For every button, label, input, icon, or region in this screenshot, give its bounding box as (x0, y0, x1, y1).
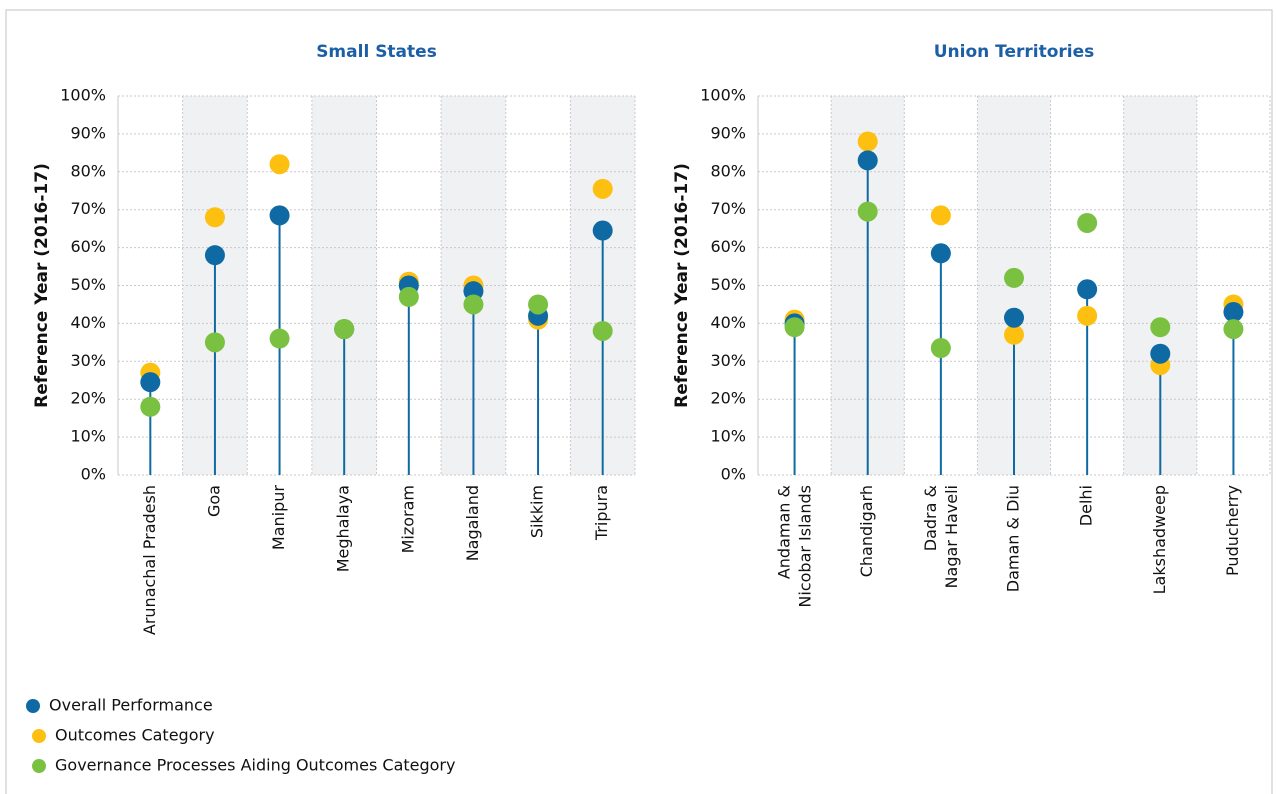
dot (528, 294, 549, 315)
dot (269, 328, 290, 349)
y-tick-label: 80% (70, 161, 106, 180)
dot (1077, 279, 1098, 300)
dot (1004, 267, 1024, 288)
y-tick-label: 30% (710, 351, 746, 370)
x-tick-label: Dadra & Nagar Haveli (920, 485, 960, 588)
y-tick-label: 30% (70, 351, 106, 370)
dot (204, 207, 225, 228)
dot (1004, 307, 1024, 328)
dot (1150, 317, 1171, 338)
y-tick-label: 0% (721, 465, 746, 484)
y-tick-label: 20% (70, 389, 106, 408)
x-tick-label: Daman & Diu (1004, 485, 1023, 592)
dot (857, 131, 878, 152)
legend-label: Governance Processes Aiding Outcomes Cat… (55, 756, 455, 775)
y-tick-label: 50% (710, 275, 746, 294)
x-tick-label: Manipur (269, 485, 288, 550)
x-tick-line: Dadra & (920, 485, 939, 551)
dot (204, 245, 225, 266)
dot (784, 317, 805, 338)
dot (857, 201, 878, 222)
x-tick-label: Lakshadweep (1150, 485, 1169, 594)
dot (204, 332, 225, 353)
y-tick-label: 100% (60, 86, 106, 105)
x-tick-label: Arunachal Pradesh (140, 485, 159, 635)
y-tick-label: 20% (710, 389, 746, 408)
y-tick-label: 90% (70, 123, 106, 142)
y-axis-label: Reference Year (2016-17) (32, 163, 52, 408)
dot (930, 243, 951, 264)
dot (1077, 212, 1098, 233)
x-tick-label: Meghalaya (334, 485, 353, 572)
dot (930, 338, 951, 359)
dot (857, 150, 878, 171)
x-tick-label: Tripura (592, 485, 611, 541)
dot (592, 320, 613, 341)
y-tick-label: 70% (710, 199, 746, 218)
dot (1223, 319, 1244, 340)
y-tick-label: 40% (710, 313, 746, 332)
chart-title: Small States (316, 42, 437, 62)
y-tick-label: 50% (70, 275, 106, 294)
dot (592, 178, 613, 199)
dot (592, 220, 613, 241)
legend-marker (32, 729, 46, 743)
dot (140, 372, 161, 393)
x-tick-label: Chandigarh (857, 485, 876, 577)
dot (269, 205, 290, 226)
y-tick-label: 80% (710, 161, 746, 180)
legend-marker (26, 699, 40, 713)
dot (1077, 305, 1098, 326)
dot (269, 154, 290, 175)
dot (1150, 343, 1171, 364)
y-tick-label: 90% (710, 123, 746, 142)
dot (930, 205, 951, 226)
frame (5, 9, 1273, 794)
y-tick-label: 60% (710, 237, 746, 256)
dot (334, 319, 355, 340)
dot (463, 294, 484, 315)
dot (398, 286, 419, 307)
x-tick-label: Puducherry (1223, 485, 1242, 576)
x-tick-label: Nagaland (463, 485, 482, 561)
y-tick-label: 10% (710, 427, 746, 446)
y-axis-label: Reference Year (2016-17) (672, 163, 692, 408)
x-tick-label: Delhi (1077, 485, 1096, 526)
x-tick-label: Goa (204, 485, 223, 517)
x-tick-line: Andaman & (774, 485, 793, 579)
x-tick-line: Nagar Haveli (941, 485, 960, 588)
x-tick-label: Mizoram (398, 485, 417, 553)
chart-title: Union Territories (934, 42, 1095, 62)
y-tick-label: 40% (70, 313, 106, 332)
y-tick-label: 0% (81, 465, 106, 484)
dot (140, 396, 161, 417)
x-tick-label: Sikkim (528, 485, 547, 538)
dot (1223, 302, 1244, 323)
x-tick-line: Nicobar Islands (795, 485, 814, 608)
x-tick-label: Andaman & Nicobar Islands (774, 485, 814, 608)
legend-label: Outcomes Category (55, 726, 215, 745)
dot (1004, 324, 1024, 345)
y-tick-label: 10% (70, 427, 106, 446)
legend-label: Overall Performance (49, 696, 213, 715)
y-tick-label: 100% (700, 86, 746, 105)
legend-marker (32, 759, 46, 773)
y-tick-label: 60% (70, 237, 106, 256)
y-tick-label: 70% (70, 199, 106, 218)
